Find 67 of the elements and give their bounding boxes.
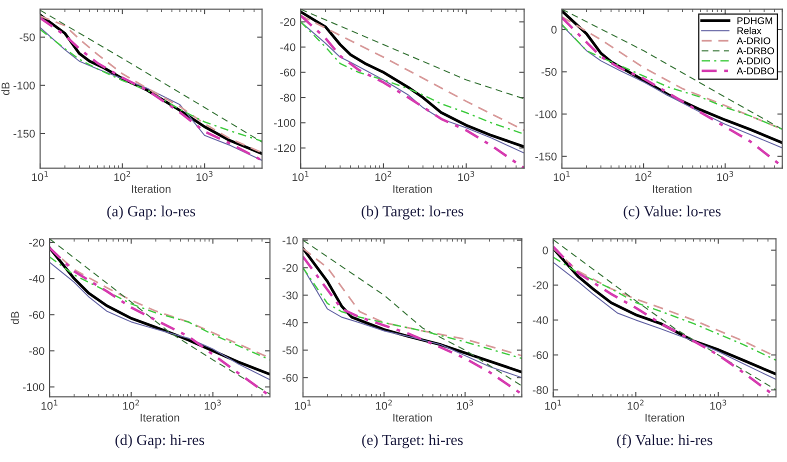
x-tick-label: 10$^{3}$: [204, 400, 221, 410]
x-tick-label: 10$^{1}$: [294, 400, 311, 410]
x-tick-label: 10$^{1}$: [554, 171, 570, 182]
x-tick-label: 10$^{2}$: [375, 170, 392, 182]
y-tick-label: -80: [532, 386, 548, 394]
legend-label: A-DRBO: [736, 47, 774, 54]
y-tick-label: -60: [282, 374, 298, 382]
y-tick-label: -40: [532, 316, 548, 324]
text: (d) Gap: hi-res: [115, 434, 204, 448]
x-tick-label: 10$^{1}$: [32, 171, 48, 182]
legend-label: Relax: [737, 27, 762, 34]
text: (f) Value: hi-res: [617, 434, 712, 448]
text: (a) Gap: lo-res: [107, 206, 196, 220]
y-tick-label: -50: [20, 33, 35, 42]
y-tick-label: -30: [282, 291, 298, 300]
x-axis-title: Iteration: [393, 184, 432, 193]
x-axis-title: Iteration: [653, 184, 692, 193]
x-tick-label: 10$^{3}$: [710, 400, 726, 410]
x-tick-label: 10$^{3}$: [196, 170, 212, 182]
y-tick-label: -60: [532, 351, 548, 360]
legend-label: A-DRIO: [736, 37, 770, 44]
y-tick-label: -120: [274, 144, 296, 152]
y-tick-label: -150: [14, 130, 35, 138]
y-tick-label: 0: [551, 26, 557, 34]
y-tick-label: -50: [282, 346, 298, 354]
legend-label: PDHGM: [737, 17, 772, 24]
y-tick-label: -40: [282, 318, 298, 327]
y-tick-label: -40: [29, 274, 44, 283]
y-tick-label: -40: [280, 43, 296, 52]
y-tick-label: -20: [29, 238, 44, 247]
x-axis-title: Iteration: [646, 413, 684, 422]
x-tick-label: 10$^{3}$: [458, 170, 474, 182]
x-axis-title: Iteration: [132, 184, 170, 193]
text: (b) Target: lo-res: [362, 206, 464, 220]
x-tick-label: 10$^{2}$: [123, 400, 139, 410]
y-tick-label: -60: [280, 68, 296, 76]
text: (c) Value: lo-res: [624, 206, 721, 220]
x-tick-label: 10$^{2}$: [376, 400, 392, 410]
y-tick-label: -100: [535, 110, 557, 118]
x-tick-label: 10$^{2}$: [114, 170, 130, 182]
y-tick-label: -80: [29, 347, 44, 355]
y-tick-label: -150: [535, 152, 557, 160]
y-tick-label: -100: [274, 119, 296, 127]
x-tick-label: 10$^{2}$: [636, 170, 652, 182]
x-tick-label: 10$^{3}$: [717, 170, 734, 182]
x-tick-label: 10$^{3}$: [457, 400, 474, 410]
y-tick-label: 0: [542, 246, 548, 254]
text: (e) Target: hi-res: [362, 434, 463, 448]
x-tick-label: 10$^{2}$: [628, 400, 644, 410]
x-tick-label: 10$^{1}$: [292, 171, 308, 182]
y-tick-label: -20: [532, 281, 548, 290]
y-tick-label: -20: [280, 18, 296, 26]
y-tick-label: -100: [22, 383, 44, 392]
y-axis-title: dB: [1, 82, 10, 96]
x-tick-label: 10$^{1}$: [42, 400, 58, 410]
y-tick-label: -100: [14, 82, 35, 90]
x-axis-title: Iteration: [140, 413, 180, 422]
legend-label: A-DDIO: [736, 57, 770, 64]
x-tick-label: 10$^{1}$: [545, 400, 562, 410]
y-tick-label: -50: [541, 68, 557, 76]
y-tick-label: -80: [280, 94, 296, 102]
y-tick-label: -10: [282, 236, 298, 244]
x-axis-title: Iteration: [393, 413, 432, 422]
y-axis-title: dB: [10, 312, 19, 324]
legend-label: A-DDBO: [736, 67, 774, 74]
y-tick-label: -60: [29, 310, 44, 319]
y-tick-label: -20: [282, 264, 298, 272]
